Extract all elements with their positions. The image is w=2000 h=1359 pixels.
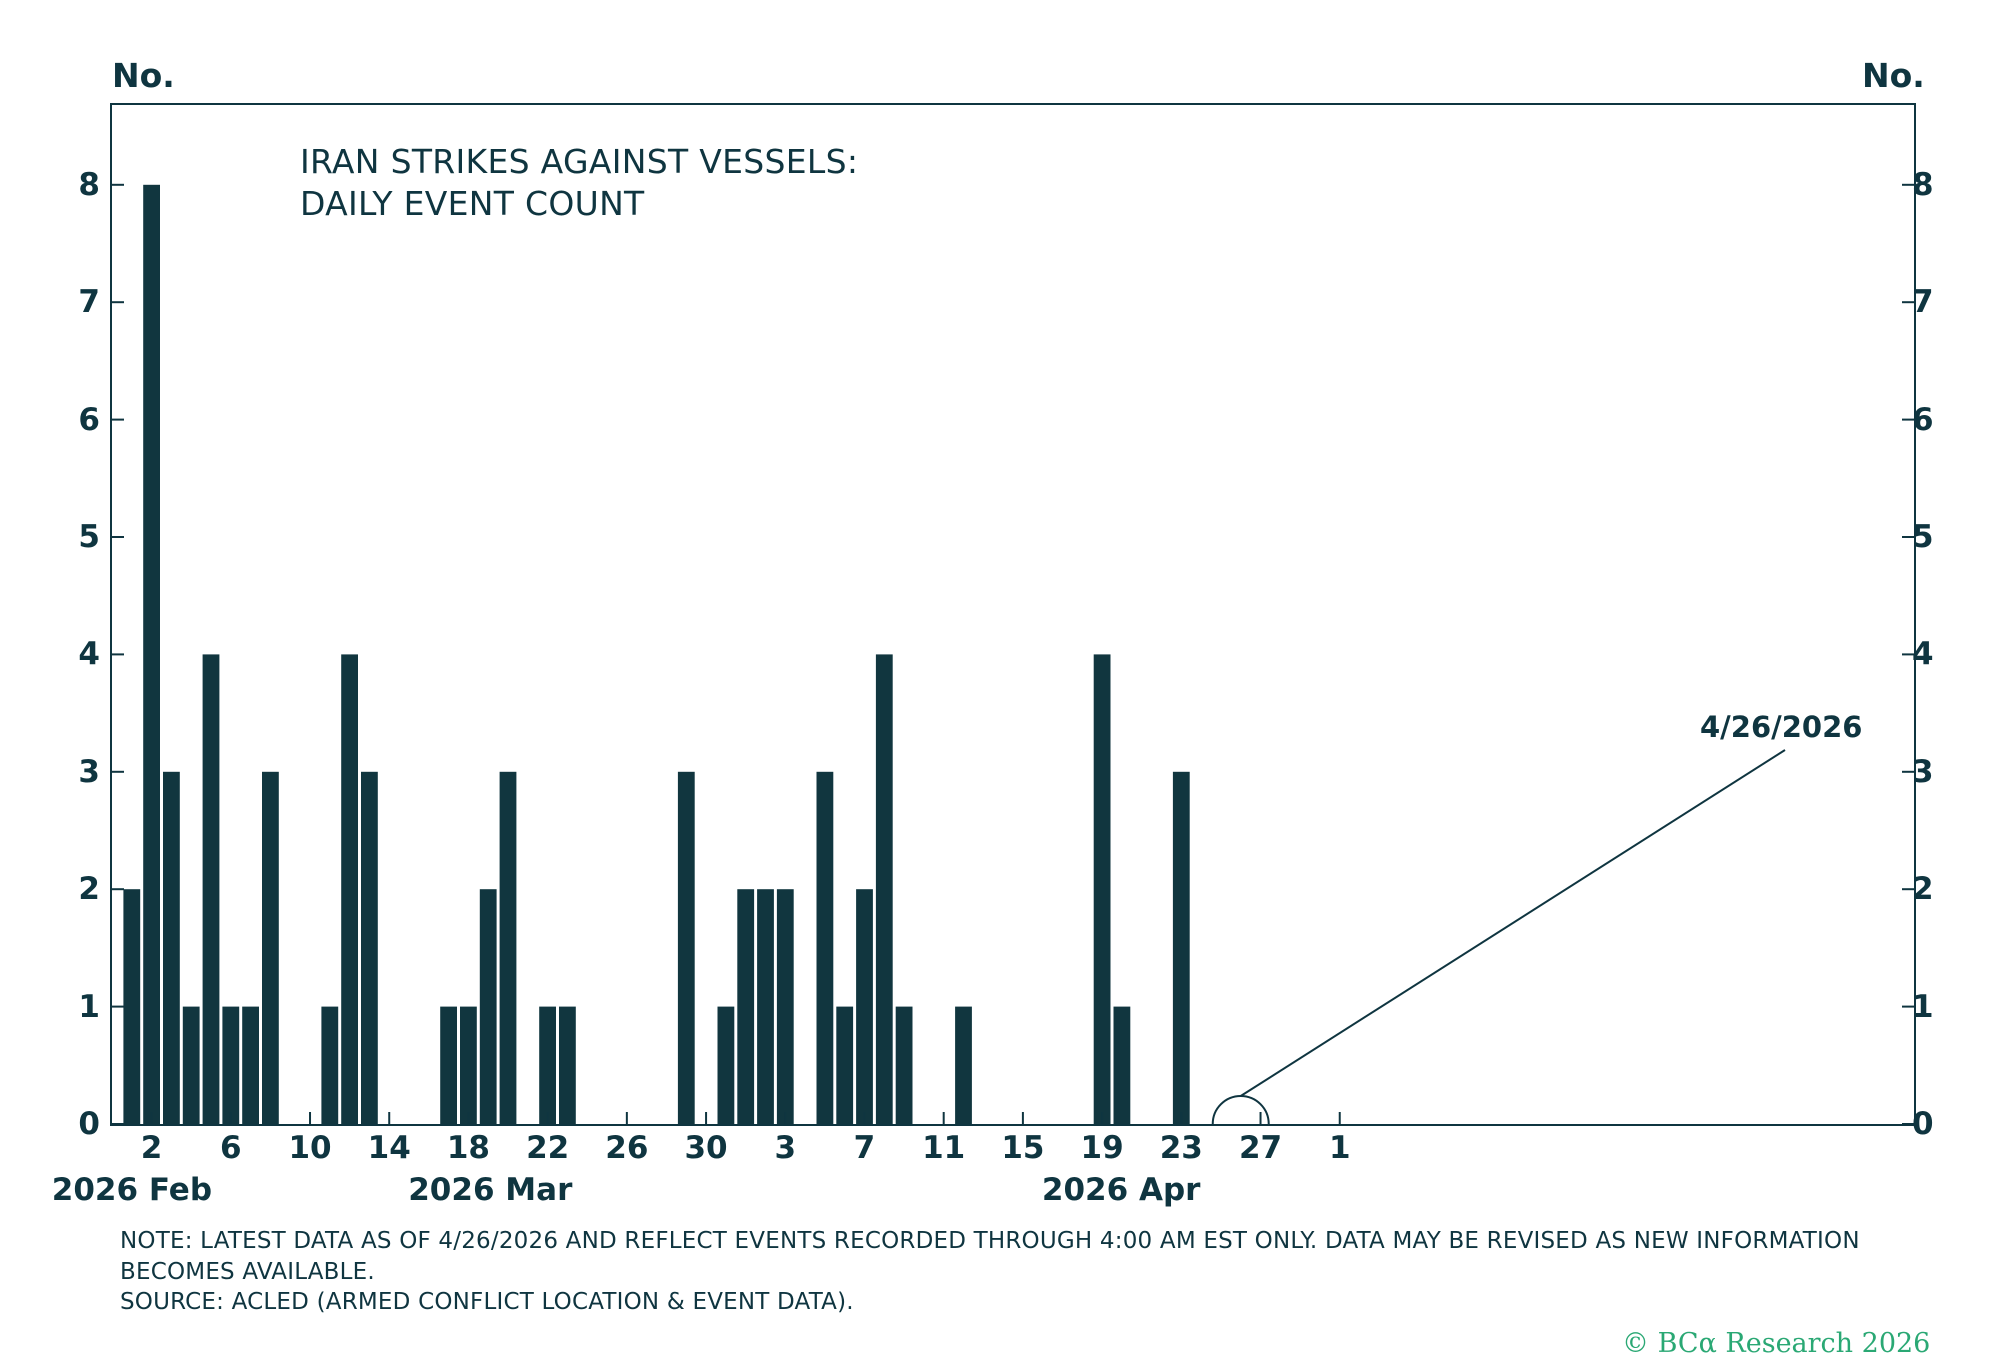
bar-2026-02-02 [143,184,160,1125]
y-tick-label-left-6: 6 [78,401,100,438]
bar-2026-02-17 [440,1006,457,1124]
y-tick-label-right-5: 5 [1912,519,1934,555]
note-line-2: BECOMES AVAILABLE. [120,1259,375,1285]
bar-2026-02-20 [499,771,517,1124]
note-line-1: NOTE: LATEST DATA AS OF 4/26/2026 AND RE… [120,1228,1860,1254]
x-tick-label-2026-02-22: 22 [526,1130,570,1166]
bar-2026-02-23 [559,1006,576,1124]
y-tick-label-left-8: 8 [78,166,100,203]
x-tick-label-2026-03-02: 30 [684,1130,728,1166]
bar-2026-03-06 [776,889,794,1124]
bar-2026-03-01 [677,771,695,1124]
bar-2026-03-15 [955,1006,972,1124]
x-tick-label-2026-02-26: 26 [605,1130,649,1166]
y-tick-label-left-5: 5 [78,519,100,555]
bar-2026-02-08 [262,771,279,1124]
x-tick-label-2026-03-30: 27 [1238,1130,1283,1166]
source-note: SOURCE: ACLED (ARMED CONFLICT LOCATION &… [120,1289,854,1315]
y-tick-label-left-0: 0 [78,1106,100,1142]
bar-2026-02-05 [202,654,220,1124]
y-tick-label-right-7: 7 [1912,284,1934,321]
bars [123,184,1190,1125]
bar-2026-03-22 [1093,654,1111,1124]
annotation [1211,749,1786,1125]
y-tick-label-right-8: 8 [1912,166,1934,203]
x-tick-label-2026-03-26: 23 [1159,1130,1203,1166]
x-tick-label-2026-02-10: 10 [288,1130,332,1166]
bar-2026-03-12 [895,1006,913,1124]
bar-2026-02-01 [123,889,141,1124]
y-tick-label-right-4: 4 [1912,636,1934,673]
y-tick-label-right-0: 0 [1912,1106,1934,1142]
bar-2026-02-18 [460,1006,477,1124]
bar-2026-03-23 [1113,1006,1131,1124]
y-tick-label-left-1: 1 [78,988,100,1025]
chart-title-line-1: IRAN STRIKES AGAINST VESSELS: [300,142,859,181]
month-label-2026-02-01: 2026 Feb [51,1172,213,1208]
x-tick-label-2026-03-10: 7 [853,1130,876,1166]
x-tick-label-2026-02-18: 18 [446,1130,490,1166]
bar-2026-02-12 [341,654,358,1124]
bar-2026-02-03 [163,771,180,1124]
x-tick-label-2026-03-14: 11 [922,1130,966,1166]
x-tick-label-2026-03-22: 19 [1080,1130,1124,1166]
y-tick-label-right-3: 3 [1912,753,1934,790]
bar-2026-03-11 [875,654,893,1124]
annotation-label: 4/26/2026 [1700,710,1863,744]
bar-2026-02-06 [222,1006,240,1124]
y-axis-unit-left: No. [112,56,175,95]
bar-2026-03-03 [717,1006,735,1124]
x-tick-label-2026-02-02: 2 [140,1130,163,1166]
x-tick-label-2026-04-03: 1 [1328,1130,1351,1166]
chart-title-line-2: DAILY EVENT COUNT [300,184,645,223]
bar-2026-03-09 [836,1006,854,1124]
month-label-2026-02-19: 2026 Mar [408,1172,573,1208]
y-axis-unit-right: No. [1862,56,1925,95]
bar-2026-02-22 [539,1006,556,1124]
x-tick-label-2026-02-06: 6 [220,1130,242,1166]
axis-ticks [111,183,1915,1125]
y-tick-label-left-7: 7 [78,284,100,321]
bar-2026-02-04 [182,1006,200,1124]
y-tick-label-right-1: 1 [1912,988,1934,1025]
bar-2026-03-26 [1172,771,1190,1124]
bar-2026-03-04 [737,889,755,1124]
bar-2026-02-11 [321,1006,339,1124]
bar-2026-03-08 [816,771,834,1124]
x-tick-label-2026-02-14: 14 [367,1130,411,1166]
month-label-2026-03-23: 2026 Apr [1041,1172,1201,1208]
bar-2026-03-10 [856,889,873,1124]
x-tick-label-2026-03-18: 15 [1001,1130,1045,1166]
y-tick-label-left-3: 3 [78,753,100,790]
y-tick-label-left-4: 4 [78,636,100,673]
copyright-logo: © BCα Research 2026 [1622,1328,1931,1359]
annotation-leader-line [1240,749,1786,1097]
bar-2026-02-07 [242,1006,259,1124]
bar-2026-02-19 [479,889,497,1124]
plot-frame [110,103,1916,1126]
bar-2026-02-13 [361,771,378,1124]
x-tick-label-2026-03-06: 3 [774,1130,797,1166]
y-tick-label-right-2: 2 [1912,871,1934,908]
bar-2026-03-05 [757,889,774,1124]
y-tick-label-left-2: 2 [78,871,100,908]
y-tick-label-right-6: 6 [1912,401,1934,438]
